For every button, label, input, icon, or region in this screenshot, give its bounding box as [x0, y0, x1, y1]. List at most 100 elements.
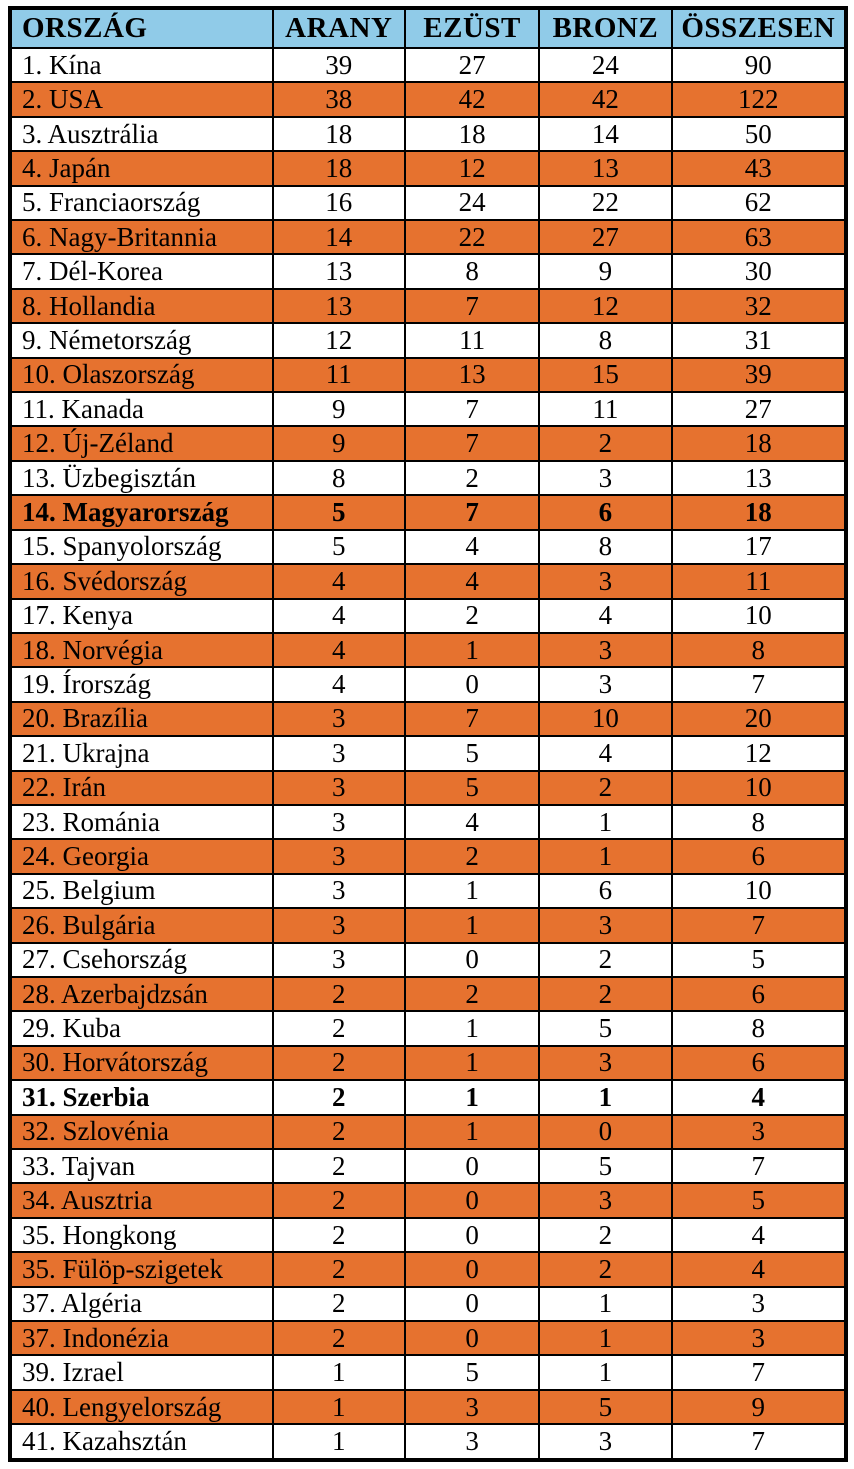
country-cell: 4. Japán: [9, 150, 274, 187]
country-cell: 21. Ukrajna: [9, 735, 274, 772]
table-row: 23. Románia 3 4 1 8: [9, 803, 848, 841]
total-cell: 8: [670, 1010, 848, 1047]
table-row: 18. Norvégia 4 1 3 8: [9, 631, 848, 669]
gold-cell: 4: [271, 597, 406, 634]
gold-cell: 2: [271, 1216, 406, 1254]
gold-cell: 2: [271, 1251, 406, 1288]
gold-cell: 14: [271, 219, 406, 256]
header-row: ORSZÁG ARANY EZÜST BRONZ ÖSSZESEN: [9, 7, 848, 49]
table-row: 5. Franciaország 16 24 22 62: [9, 184, 848, 222]
silver-cell: 4: [403, 528, 541, 566]
table-row: 2. USA 38 42 42 122: [9, 81, 848, 118]
medal-table: ORSZÁG ARANY EZÜST BRONZ ÖSSZESEN 1. Kín…: [8, 6, 848, 1462]
table-row: 39. Izrael 1 5 1 7: [9, 1354, 848, 1391]
gold-cell: 9: [271, 391, 406, 428]
silver-cell: 1: [403, 872, 541, 910]
total-cell: 5: [670, 941, 848, 978]
silver-cell: 7: [403, 700, 541, 738]
country-cell: 29. Kuba: [9, 1010, 274, 1047]
bronze-cell: 1: [538, 1320, 673, 1357]
country-cell: 6. Nagy-Britannia: [9, 219, 274, 256]
country-cell: 32. Szlovénia: [9, 1113, 274, 1151]
bronze-cell: 24: [538, 46, 673, 84]
silver-cell: 0: [403, 1320, 541, 1357]
bronze-cell: 1: [538, 1285, 673, 1323]
table-row: 31. Szerbia 2 1 1 4: [9, 1079, 848, 1116]
bronze-cell: 3: [538, 563, 673, 600]
total-cell: 18: [670, 494, 848, 531]
total-cell: 8: [670, 631, 848, 669]
total-cell: 10: [670, 769, 848, 806]
country-cell: 37. Indonézia: [9, 1320, 274, 1357]
gold-cell: 18: [271, 115, 406, 153]
gold-cell: 3: [271, 838, 406, 875]
country-cell: 37. Algéria: [9, 1285, 274, 1323]
gold-cell: 2: [271, 1113, 406, 1151]
gold-cell: 3: [271, 872, 406, 910]
silver-cell: 4: [403, 803, 541, 841]
country-cell: 12. Új-Zéland: [9, 425, 274, 462]
table-row: 3. Ausztrália 18 18 14 50: [9, 115, 848, 153]
table-row: 12. Új-Zéland 9 7 2 18: [9, 425, 848, 462]
bronze-cell: 5: [538, 1388, 673, 1426]
silver-cell: 11: [403, 322, 541, 359]
country-cell: 14. Magyarország: [9, 494, 274, 531]
silver-cell: 2: [403, 975, 541, 1013]
bronze-cell: 3: [538, 459, 673, 497]
silver-cell: 4: [403, 563, 541, 600]
table-row: 37. Algéria 2 0 1 3: [9, 1285, 848, 1323]
total-cell: 4: [670, 1251, 848, 1288]
bronze-cell: 6: [538, 872, 673, 910]
gold-cell: 39: [271, 46, 406, 84]
table-row: 21. Ukrajna 3 5 4 12: [9, 735, 848, 772]
country-cell: 39. Izrael: [9, 1354, 274, 1391]
gold-cell: 38: [271, 81, 406, 118]
country-cell: 34. Ausztria: [9, 1182, 274, 1219]
country-cell: 26. Bulgária: [9, 907, 274, 944]
country-cell: 22. Irán: [9, 769, 274, 806]
gold-cell: 16: [271, 184, 406, 222]
country-cell: 5. Franciaország: [9, 184, 274, 222]
total-cell: 4: [670, 1216, 848, 1254]
gold-cell: 12: [271, 322, 406, 359]
silver-cell: 1: [403, 1113, 541, 1151]
table-row: 10. Olaszország 11 13 15 39: [9, 356, 848, 394]
table-row: 35. Fülöp-szigetek 2 0 2 4: [9, 1251, 848, 1288]
country-cell: 23. Románia: [9, 803, 274, 841]
bronze-cell: 2: [538, 975, 673, 1013]
table-row: 28. Azerbajdzsán 2 2 2 6: [9, 975, 848, 1013]
silver-cell: 0: [403, 1147, 541, 1185]
total-cell: 6: [670, 1044, 848, 1082]
silver-cell: 0: [403, 1251, 541, 1288]
silver-cell: 5: [403, 769, 541, 806]
total-cell: 7: [670, 1423, 848, 1461]
total-cell: 90: [670, 46, 848, 84]
total-cell: 3: [670, 1113, 848, 1151]
medal-table-body: 1. Kína 39 27 24 90 2. USA 38 42 42 122 3. Ausztrá…: [9, 46, 848, 1461]
country-cell: 17. Kenya: [9, 597, 274, 634]
silver-cell: 24: [403, 184, 541, 222]
gold-cell: 2: [271, 1044, 406, 1082]
silver-cell: 7: [403, 494, 541, 531]
total-cell: 62: [670, 184, 848, 222]
silver-cell: 27: [403, 46, 541, 84]
country-cell: 35. Fülöp-szigetek: [9, 1251, 274, 1288]
silver-cell: 42: [403, 81, 541, 118]
gold-cell: 3: [271, 769, 406, 806]
medal-table-container: ORSZÁG ARANY EZÜST BRONZ ÖSSZESEN 1. Kín…: [8, 6, 848, 1462]
country-cell: 28. Azerbajdzsán: [9, 975, 274, 1013]
table-row: 6. Nagy-Britannia 14 22 27 63: [9, 219, 848, 256]
gold-cell: 1: [271, 1354, 406, 1391]
table-row: 40. Lengyelország 1 3 5 9: [9, 1388, 848, 1426]
gold-cell: 4: [271, 563, 406, 600]
bronze-cell: 4: [538, 735, 673, 772]
silver-cell: 5: [403, 1354, 541, 1391]
silver-cell: 1: [403, 907, 541, 944]
country-cell: 24. Georgia: [9, 838, 274, 875]
total-cell: 5: [670, 1182, 848, 1219]
country-cell: 31. Szerbia: [9, 1079, 274, 1116]
country-cell: 7. Dél-Korea: [9, 253, 274, 290]
bronze-cell: 3: [538, 1182, 673, 1219]
country-cell: 16. Svédország: [9, 563, 274, 600]
silver-cell: 3: [403, 1423, 541, 1461]
